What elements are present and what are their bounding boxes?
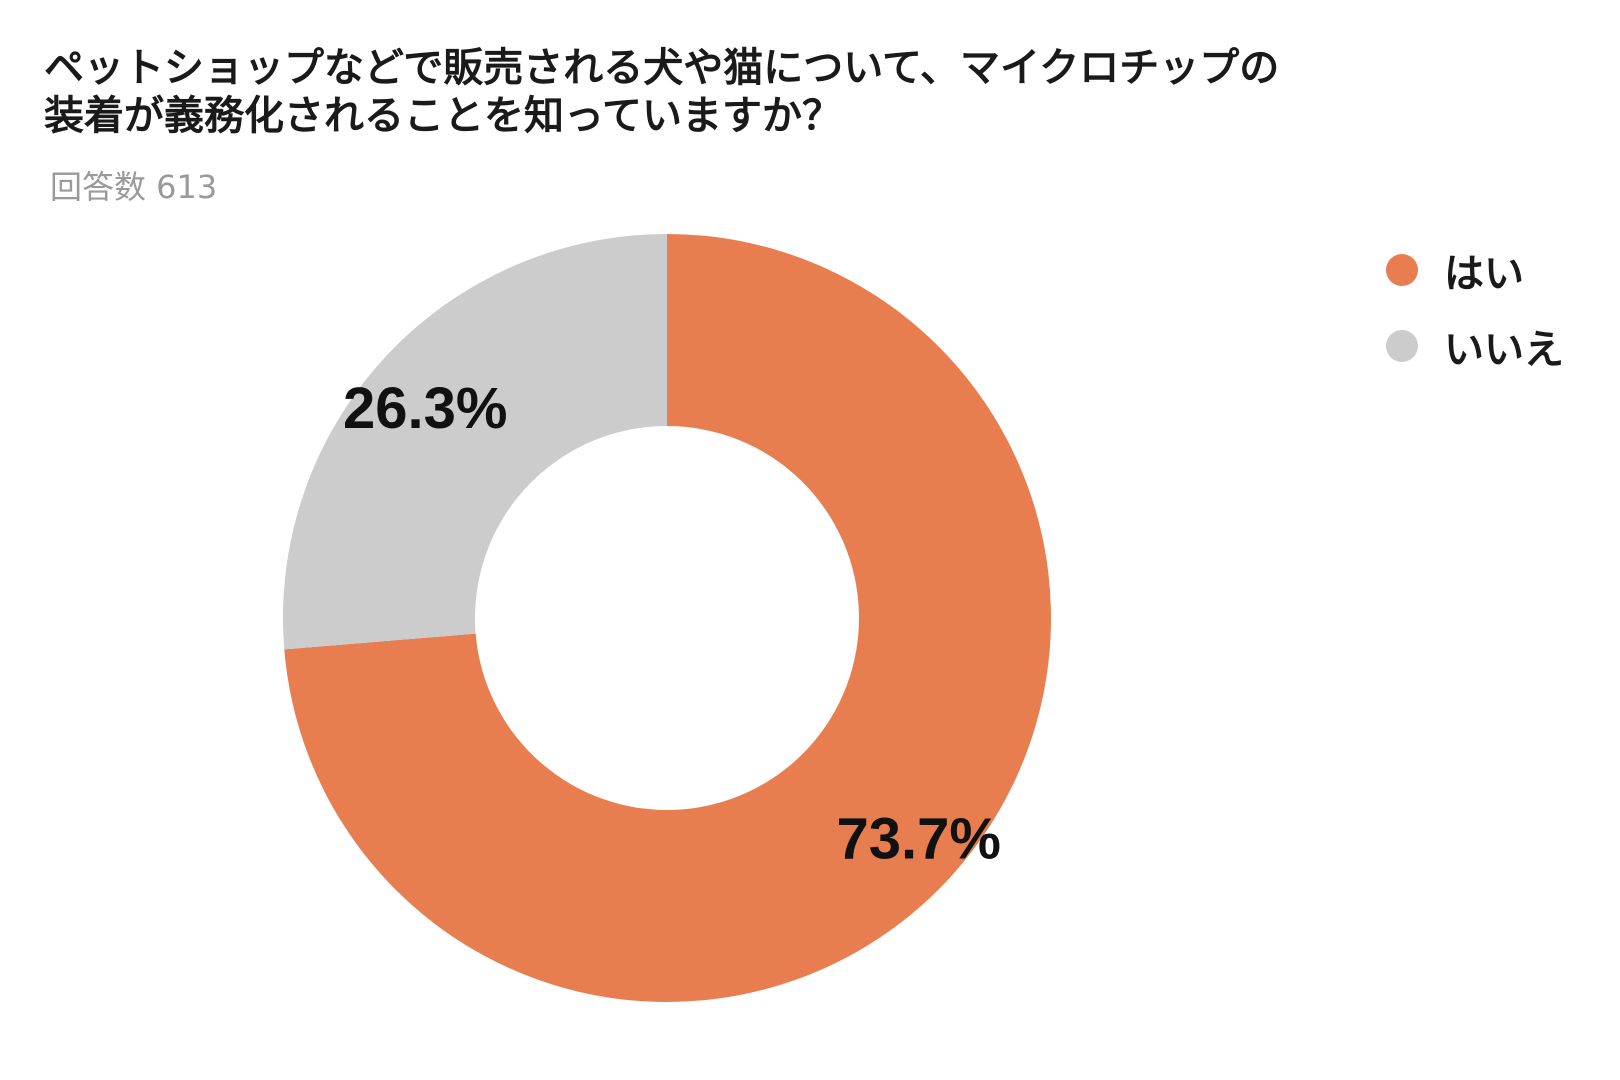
legend-swatch-no — [1386, 330, 1418, 362]
chart-title: ペットショップなどで販売される犬や猫について、マイクロチップの 装着が義務化され… — [44, 44, 1584, 140]
legend-swatch-yes — [1386, 254, 1418, 286]
data-label-no: 26.3% — [343, 376, 507, 441]
response-count: 回答数 613 — [50, 168, 218, 206]
chart-title-line-2: 装着が義務化されることを知っていますか？ — [44, 93, 842, 139]
donut-slice-no[interactable] — [283, 234, 667, 650]
legend-item-yes[interactable]: はい — [1386, 232, 1564, 308]
legend-label-no: いいえ — [1444, 327, 1564, 373]
data-label-yes: 73.7% — [837, 806, 1001, 871]
legend-label-yes: はい — [1444, 251, 1524, 297]
chart-title-line-1: ペットショップなどで販売される犬や猫について、マイクロチップの — [44, 45, 1280, 91]
donut-slice-yes[interactable] — [284, 234, 1051, 1002]
legend-item-no[interactable]: いいえ — [1386, 308, 1564, 384]
chart-legend: はい いいえ — [1386, 232, 1564, 384]
